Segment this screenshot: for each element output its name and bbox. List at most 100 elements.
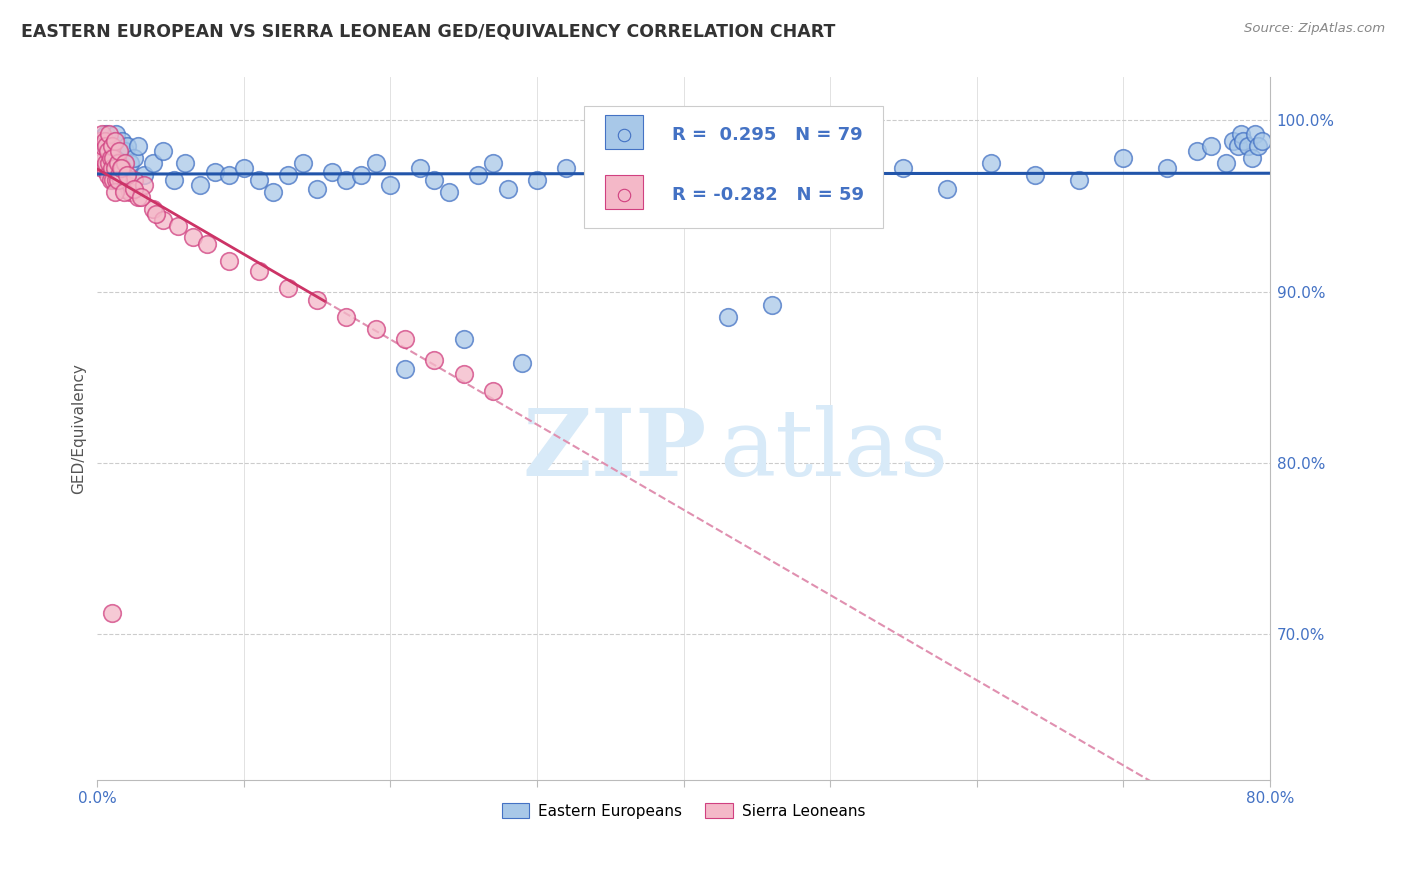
Text: atlas: atlas: [718, 405, 948, 494]
Point: [118, 185, 141, 199]
Point: [101, 139, 124, 153]
Point: [453, 333, 475, 347]
Point: [89, 134, 111, 148]
Point: [1247, 139, 1270, 153]
Point: [91, 130, 114, 145]
Point: [394, 333, 416, 347]
Point: [218, 168, 240, 182]
Point: [115, 168, 138, 182]
Point: [104, 134, 127, 148]
Point: [122, 182, 145, 196]
Point: [90, 156, 112, 170]
Point: [105, 127, 128, 141]
Point: [108, 144, 131, 158]
Point: [145, 207, 167, 221]
Point: [188, 178, 211, 193]
Point: [307, 293, 329, 307]
Point: [115, 139, 138, 153]
Point: [100, 144, 122, 158]
Point: [89, 134, 111, 148]
Point: [437, 185, 460, 199]
Point: [114, 144, 136, 158]
Text: R =  0.295   N = 79: R = 0.295 N = 79: [672, 126, 862, 144]
Y-axis label: GED/Equivalency: GED/Equivalency: [72, 363, 86, 494]
Point: [142, 156, 165, 170]
Point: [100, 173, 122, 187]
Point: [409, 161, 432, 176]
Point: [103, 173, 125, 187]
FancyBboxPatch shape: [605, 115, 643, 149]
FancyBboxPatch shape: [605, 175, 643, 209]
Point: [110, 161, 132, 176]
Point: [380, 178, 402, 193]
Point: [350, 168, 373, 182]
Point: [744, 399, 766, 413]
Point: [1156, 161, 1178, 176]
Point: [90, 161, 112, 176]
Point: [423, 173, 446, 187]
Point: [496, 182, 519, 196]
Point: [94, 127, 117, 141]
Point: [526, 173, 548, 187]
Point: [104, 151, 127, 165]
Point: [110, 173, 132, 187]
Point: [364, 322, 387, 336]
Point: [110, 151, 132, 165]
Point: [335, 173, 357, 187]
Point: [152, 144, 174, 158]
Point: [112, 156, 135, 170]
Point: [131, 190, 153, 204]
Point: [107, 173, 129, 187]
Point: [100, 151, 122, 165]
Point: [482, 156, 505, 170]
Point: [1215, 156, 1237, 170]
Point: [90, 127, 112, 141]
Point: [94, 156, 117, 170]
Point: [152, 212, 174, 227]
Point: [115, 178, 138, 193]
Point: [93, 139, 115, 153]
Point: [127, 139, 149, 153]
Point: [364, 156, 387, 170]
Point: [482, 384, 505, 398]
Point: [555, 161, 578, 176]
Point: [93, 134, 115, 148]
Text: R = -0.282   N = 59: R = -0.282 N = 59: [672, 186, 863, 203]
Point: [321, 164, 343, 178]
Point: [108, 139, 131, 153]
Point: [335, 310, 357, 325]
Point: [744, 253, 766, 268]
Point: [94, 139, 117, 153]
Point: [1226, 139, 1249, 153]
Point: [307, 182, 329, 196]
Point: [1244, 127, 1267, 141]
Point: [247, 264, 270, 278]
Point: [672, 168, 695, 182]
Point: [936, 182, 959, 196]
Point: [1232, 134, 1254, 148]
Point: [127, 190, 149, 204]
Point: [277, 168, 299, 182]
Point: [893, 161, 915, 176]
Point: [112, 185, 135, 199]
Point: [1241, 151, 1264, 165]
Point: [1229, 127, 1251, 141]
Point: [613, 156, 636, 170]
Point: [97, 144, 120, 158]
Text: EASTERN EUROPEAN VS SIERRA LEONEAN GED/EQUIVALENCY CORRELATION CHART: EASTERN EUROPEAN VS SIERRA LEONEAN GED/E…: [21, 22, 835, 40]
Point: [122, 151, 145, 165]
Point: [1024, 168, 1046, 182]
Point: [134, 178, 156, 193]
Point: [291, 156, 314, 170]
Point: [101, 607, 124, 621]
Point: [174, 156, 197, 170]
Point: [97, 168, 120, 182]
Point: [142, 202, 165, 217]
Point: [87, 156, 110, 170]
Point: [111, 161, 134, 176]
Point: [167, 219, 190, 234]
Point: [162, 173, 184, 187]
Point: [112, 182, 135, 196]
Point: [1185, 144, 1208, 158]
Point: [467, 168, 489, 182]
